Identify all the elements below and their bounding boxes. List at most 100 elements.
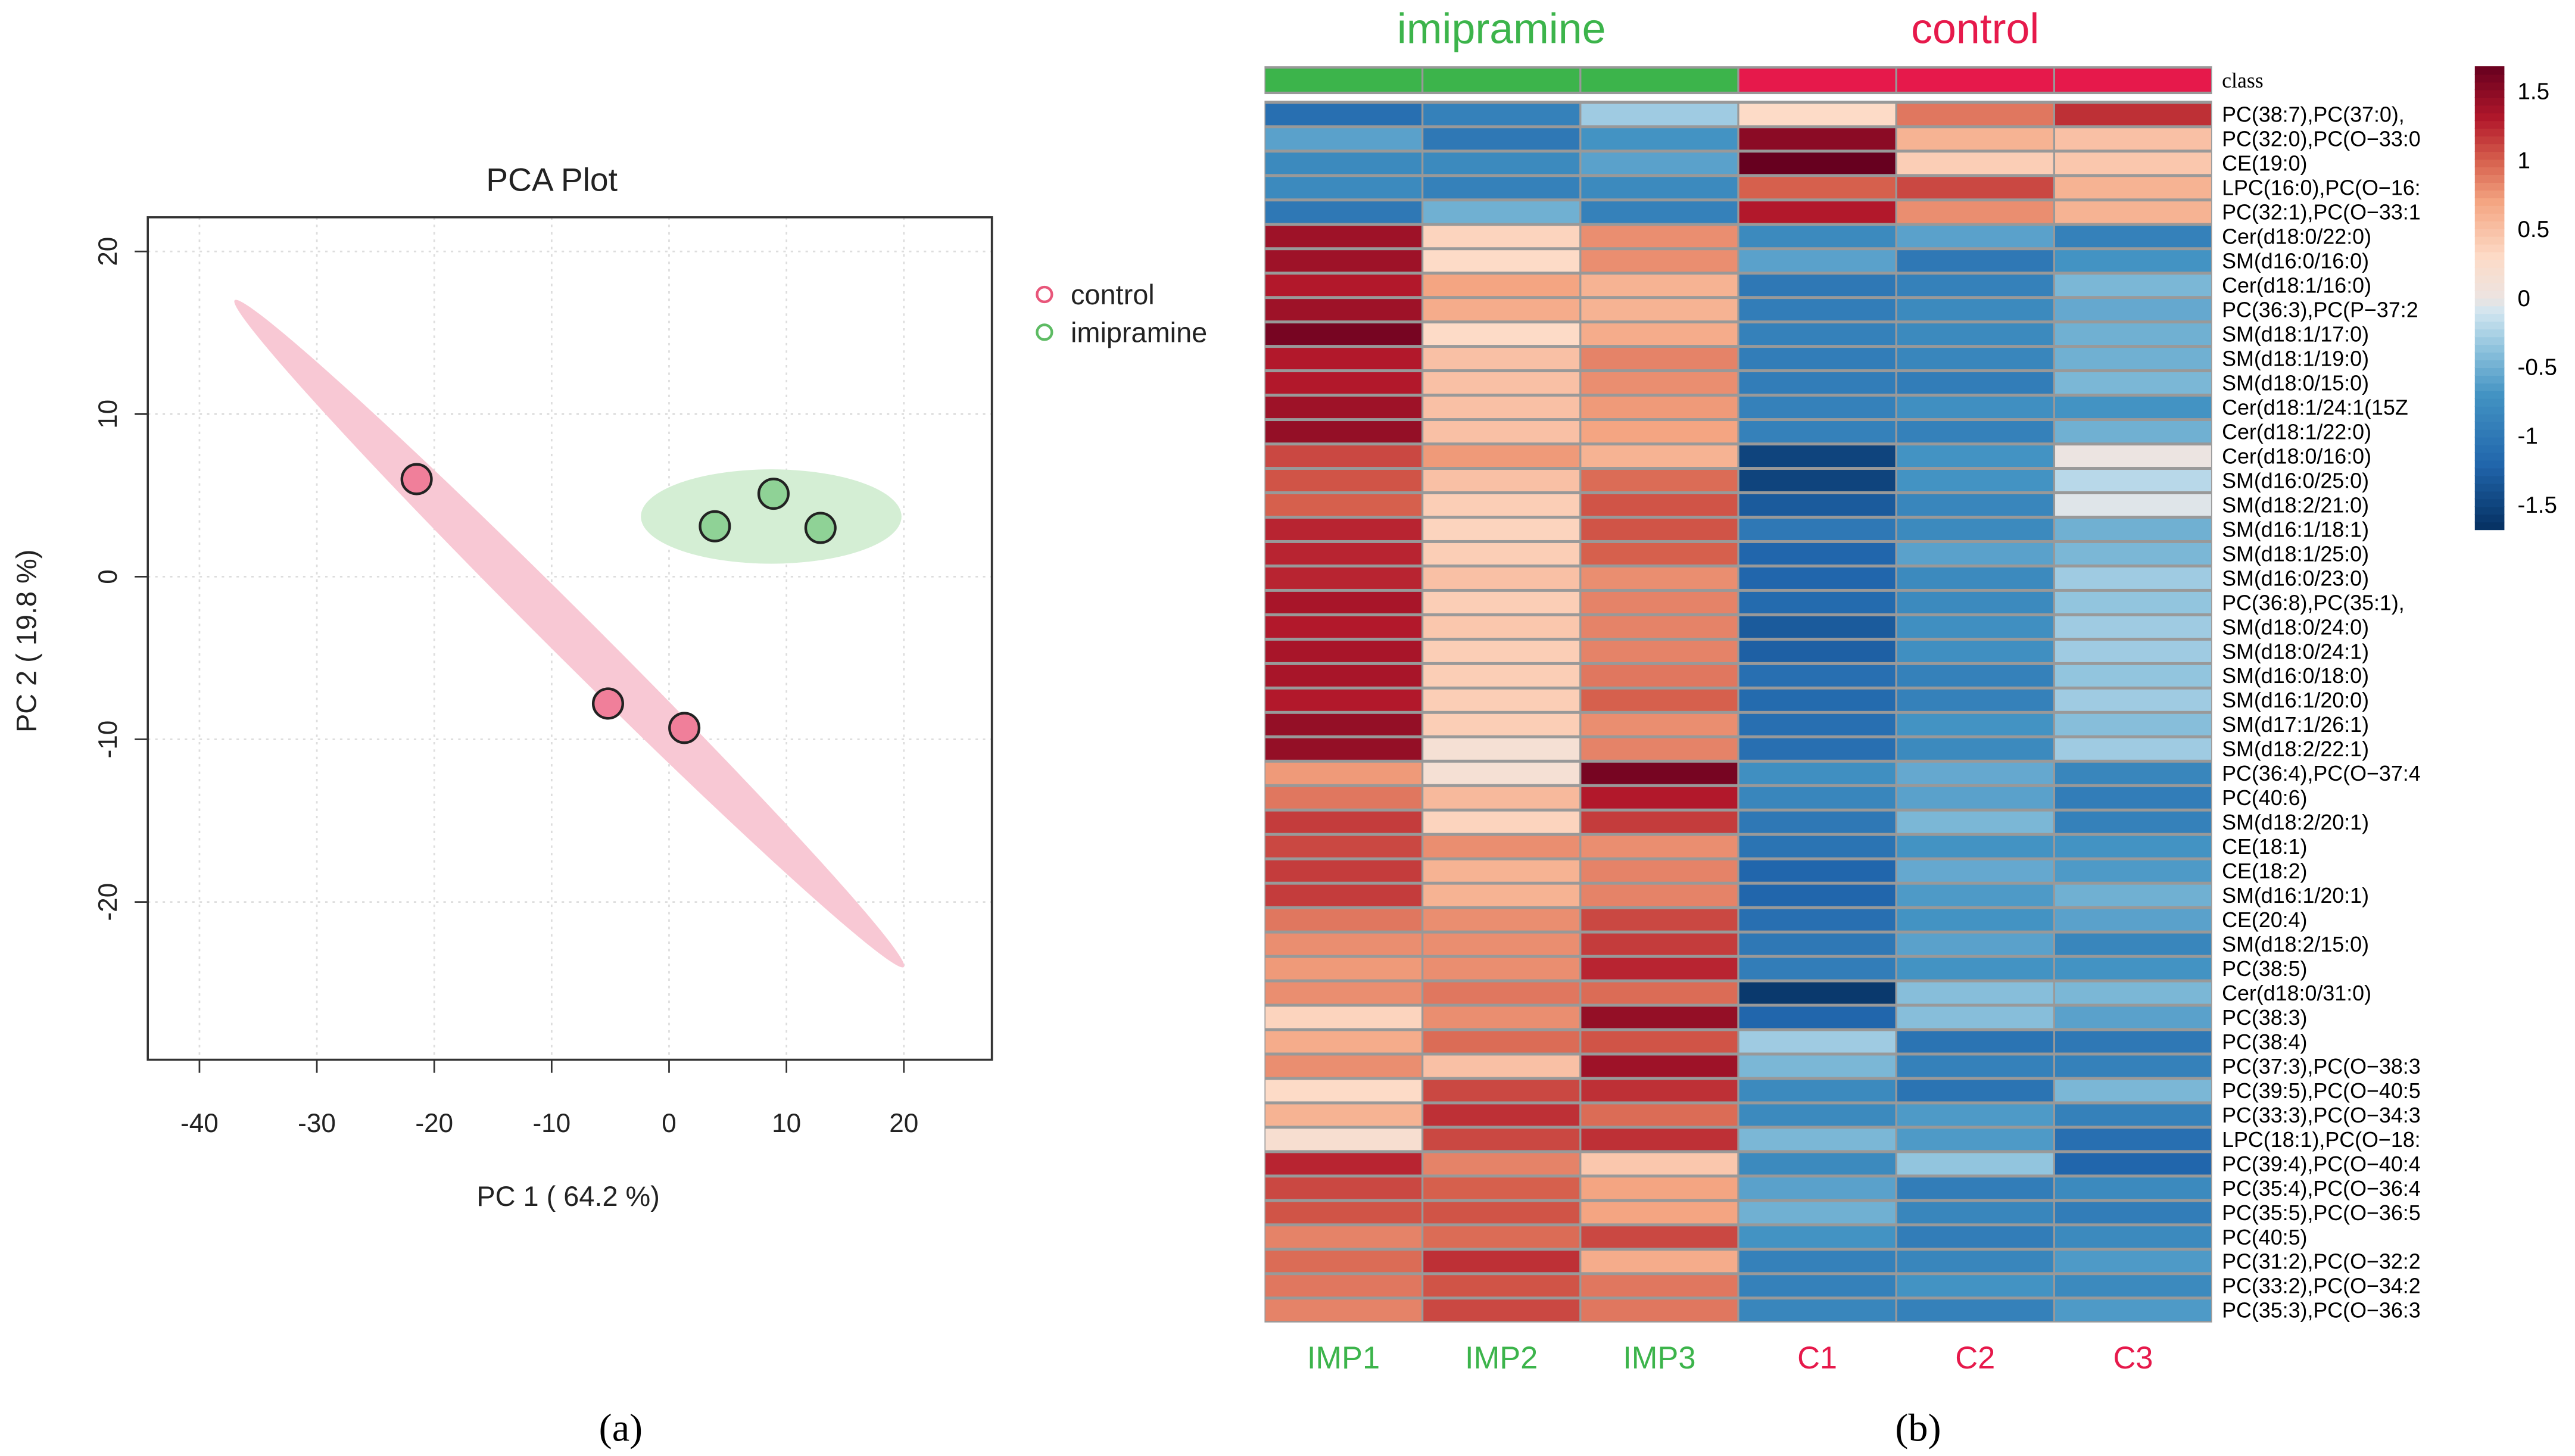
heatmap-cell bbox=[1897, 494, 2053, 516]
heatmap-cell bbox=[1265, 494, 1421, 516]
heatmap-cell bbox=[2055, 372, 2211, 394]
colorbar-segment bbox=[2474, 104, 2505, 114]
heatmap-cell bbox=[1739, 518, 1896, 540]
colorbar-segment bbox=[2474, 421, 2505, 430]
imipramine-confidence-ellipse bbox=[641, 469, 902, 564]
heatmap-cell bbox=[1581, 860, 1738, 882]
colorbar-segment bbox=[2474, 112, 2505, 121]
colorbar-segment bbox=[2474, 297, 2505, 307]
y-tick-label: 10 bbox=[93, 400, 123, 429]
colorbar-segment bbox=[2474, 390, 2505, 399]
heatmap-cell bbox=[1423, 518, 1580, 540]
heatmap-cell bbox=[1423, 1251, 1580, 1273]
colorbar-segment bbox=[2474, 151, 2505, 160]
heatmap-cell bbox=[1423, 665, 1580, 687]
heatmap-cell bbox=[1897, 348, 2053, 370]
heatmap-cell bbox=[2055, 226, 2211, 248]
colorbar-segment bbox=[2474, 120, 2505, 129]
colorbar-segment bbox=[2474, 475, 2505, 484]
x-tick-label: -30 bbox=[298, 1109, 336, 1138]
class-bar-cell bbox=[1739, 68, 1896, 92]
column-label: IMP2 bbox=[1465, 1341, 1538, 1376]
colorbar-segment bbox=[2474, 513, 2505, 523]
heatmap-cell bbox=[1739, 591, 1896, 613]
heatmap-cell bbox=[1897, 884, 2053, 906]
heatmap-cell bbox=[1423, 323, 1580, 345]
heatmap-cell bbox=[1739, 958, 1896, 980]
control-point bbox=[400, 463, 433, 495]
heatmap-cell bbox=[1581, 933, 1738, 955]
heatmap-cell bbox=[1897, 201, 2053, 223]
colorbar-segment bbox=[2474, 491, 2505, 500]
y-tick-label: -20 bbox=[93, 883, 123, 921]
heatmap-cell bbox=[1265, 348, 1421, 370]
heatmap-cell bbox=[1897, 909, 2053, 931]
heatmap-cell bbox=[1265, 884, 1421, 906]
heatmap-cell bbox=[1739, 323, 1896, 345]
colorbar-segment bbox=[2474, 189, 2505, 198]
colorbar-tick-label: 1 bbox=[2517, 148, 2530, 173]
heatmap-cell bbox=[2055, 567, 2211, 589]
heatmap-cell bbox=[1265, 616, 1421, 638]
heatmap-cell bbox=[2055, 518, 2211, 540]
heatmap-cell bbox=[1739, 982, 1896, 1004]
heatmap-cell bbox=[1423, 958, 1580, 980]
heatmap-cell bbox=[1897, 860, 2053, 882]
colorbar-segment bbox=[2474, 205, 2505, 214]
row-label: SM(d18:1/19:0) bbox=[2222, 347, 2369, 371]
heatmap-cell bbox=[1265, 909, 1421, 931]
heatmap-cell bbox=[1423, 250, 1580, 272]
row-label: SM(d18:1/17:0) bbox=[2222, 323, 2369, 347]
heatmap-cell bbox=[1897, 640, 2053, 662]
colorbar-segment bbox=[2474, 498, 2505, 507]
heatmap-cell bbox=[2055, 640, 2211, 662]
heatmap-cell bbox=[1423, 1275, 1580, 1297]
heatmap-cell bbox=[1265, 372, 1421, 394]
heatmap-cell bbox=[2055, 177, 2211, 199]
legend-marker-control bbox=[1036, 285, 1053, 304]
heatmap-cell bbox=[1739, 787, 1896, 809]
heatmap-cell bbox=[1581, 1202, 1738, 1224]
heatmap-cell bbox=[2055, 128, 2211, 150]
colorbar-segment bbox=[2474, 267, 2505, 276]
row-label: PC(39:5),PC(O−40:5 bbox=[2222, 1079, 2421, 1103]
heatmap-cell bbox=[1265, 226, 1421, 248]
heatmap-cell bbox=[1265, 1128, 1421, 1151]
heatmap-cell bbox=[1581, 958, 1738, 980]
heatmap-cell bbox=[1581, 177, 1738, 199]
heatmap-cell bbox=[1423, 909, 1580, 931]
heatmap-cell bbox=[1897, 1202, 2053, 1224]
panel-label-a: (a) bbox=[599, 1406, 643, 1449]
x-tick-label: 10 bbox=[772, 1109, 801, 1138]
colorbar-segment bbox=[2474, 97, 2505, 106]
heatmap-cell bbox=[1897, 1275, 2053, 1297]
heatmap-cell bbox=[1581, 1006, 1738, 1028]
heatmap-cell bbox=[2055, 1080, 2211, 1102]
colorbar-segment bbox=[2474, 66, 2505, 75]
heatmap-cell bbox=[1265, 1055, 1421, 1077]
heatmap-cell bbox=[1265, 713, 1421, 735]
pca-plot: PCA Plot -40 -30 -20 -10 0 10 20 -20 -10 0 10 20 PC 1… bbox=[11, 161, 1208, 1450]
heatmap-cell bbox=[2055, 1251, 2211, 1273]
row-label: LPC(18:1),PC(O−18: bbox=[2222, 1128, 2421, 1152]
heatmap-cell bbox=[1581, 299, 1738, 321]
row-label: SM(d16:1/20:0) bbox=[2222, 688, 2369, 712]
heatmap-cell bbox=[2055, 1031, 2211, 1053]
control-point bbox=[668, 712, 701, 744]
heatmap-cell bbox=[1897, 1104, 2053, 1126]
row-label: SM(d17:1/26:1) bbox=[2222, 713, 2369, 737]
colorbar-segment bbox=[2474, 197, 2505, 206]
row-label: Cer(d18:0/16:0) bbox=[2222, 444, 2371, 468]
heatmap-cell bbox=[2055, 689, 2211, 711]
heatmap-cell bbox=[1581, 738, 1738, 760]
heatmap-cell bbox=[1581, 323, 1738, 345]
heatmap-cell bbox=[1423, 1153, 1580, 1175]
heatmap-cell bbox=[1265, 835, 1421, 858]
heatmap-cell bbox=[1265, 250, 1421, 272]
heatmap-cell bbox=[1265, 762, 1421, 784]
heatmap-cell bbox=[1897, 567, 2053, 589]
heatmap-cell bbox=[1423, 713, 1580, 735]
heatmap-cell bbox=[1897, 591, 2053, 613]
heatmap-cell bbox=[1739, 835, 1896, 858]
row-label: CE(18:2) bbox=[2222, 859, 2307, 883]
